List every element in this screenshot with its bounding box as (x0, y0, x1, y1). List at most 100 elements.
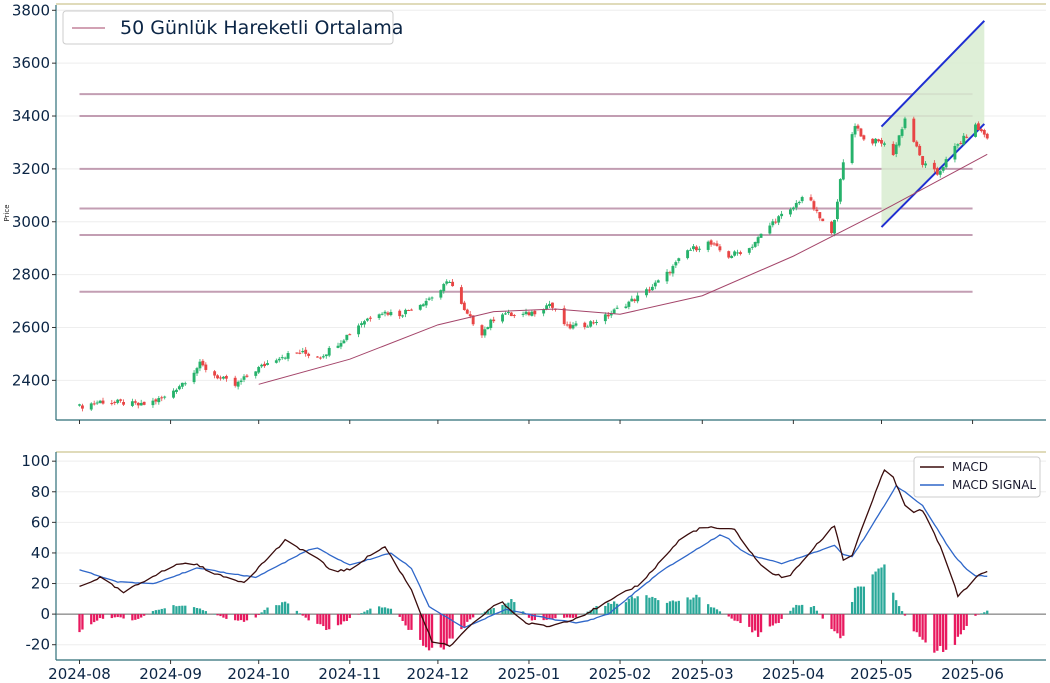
candle-body (935, 168, 939, 175)
macd-histogram-bar (204, 611, 207, 615)
candle-body (339, 343, 343, 347)
macd-histogram-bar (554, 614, 557, 619)
macd-histogram-bar (316, 614, 319, 624)
macd-y-tick-label: 60 (31, 513, 50, 531)
macd-histogram-bar (463, 614, 466, 627)
macd-histogram-bar (897, 606, 901, 615)
x-tick-label: 2024-09 (139, 665, 202, 683)
candle-body (222, 376, 225, 379)
candle-body (653, 282, 657, 287)
macd-legend-label: MACD (952, 460, 988, 474)
macd-histogram-bar (445, 614, 448, 646)
x-tick-label: 2024-12 (407, 665, 470, 683)
candle-body (956, 144, 960, 146)
macd-histogram-bar (336, 614, 340, 626)
macd-histogram-bar (181, 605, 184, 615)
price-y-tick-label: 2400 (12, 371, 50, 389)
candle-body (442, 284, 446, 292)
candle-body (172, 390, 175, 398)
candle-body (195, 368, 199, 374)
macd-histogram-bar (939, 614, 942, 646)
candle-body (812, 201, 816, 210)
candle-body (697, 248, 701, 250)
moving-average-line (258, 153, 988, 385)
macd-histogram-bar (398, 614, 401, 617)
candle-body (142, 401, 146, 405)
macd-histogram-bar (833, 614, 836, 632)
candle-body (709, 240, 713, 245)
price-legend-label: 50 Günlük Hareketli Ortalama (120, 17, 403, 39)
candle-body (630, 298, 634, 302)
macd-histogram-bar (172, 605, 175, 615)
candle-body (404, 309, 408, 315)
macd-histogram-bar (712, 607, 716, 615)
price-y-tick-label: 2800 (12, 266, 50, 284)
candle-body (788, 209, 792, 215)
candle-body (410, 309, 413, 311)
candle-body (154, 399, 158, 402)
macd-histogram-bar (592, 608, 595, 615)
candle-body (768, 225, 772, 234)
candle-body (204, 364, 208, 370)
macd-histogram-bar (595, 606, 598, 615)
candle-body (363, 321, 366, 325)
macd-histogram-bar (357, 614, 360, 615)
candle-body (871, 138, 875, 144)
candle-body (298, 352, 302, 354)
macd-histogram-bar (119, 614, 122, 618)
macd-histogram-bar (131, 614, 134, 621)
macd-histogram-bar (275, 605, 278, 615)
macd-histogram-bar (281, 602, 284, 615)
candle-body (665, 271, 669, 282)
macd-histogram-bar (533, 614, 536, 621)
macd-histogram-bar (633, 598, 636, 615)
macd-histogram-bar (665, 602, 669, 615)
macd-histogram-bar (260, 612, 263, 615)
macd-histogram-bar (748, 614, 751, 627)
macd-histogram-bar (101, 614, 105, 619)
candle-body (965, 136, 969, 138)
macd-histogram-bar (883, 564, 886, 615)
macd-histogram-bar (492, 608, 495, 615)
macd-histogram-bar (792, 607, 795, 615)
macd-histogram-bar (571, 614, 575, 618)
candle-body (759, 233, 763, 238)
macd-histogram-bar (583, 613, 586, 615)
macd-histogram-bar (944, 614, 948, 650)
macd-histogram-bar (263, 609, 266, 615)
candle-body (932, 162, 936, 170)
candle-body (941, 167, 945, 171)
candle-body (233, 377, 237, 386)
candle-body (718, 246, 722, 251)
macd-histogram-bar (771, 614, 774, 626)
macd-histogram-bar (836, 614, 839, 634)
macd-histogram-bar (842, 614, 845, 636)
x-tick-label: 2025-03 (671, 665, 734, 683)
macd-histogram-bar (266, 607, 269, 615)
candle-body (424, 300, 428, 306)
candle-body (139, 402, 143, 406)
macd-histogram-bar (116, 614, 119, 618)
macd-histogram-bar (812, 606, 816, 615)
macd-histogram-bar (510, 599, 513, 615)
macd-histogram-bar (962, 614, 965, 631)
candle-body (565, 324, 569, 326)
macd-histogram-bar (345, 614, 348, 621)
x-tick-label: 2025-05 (850, 665, 913, 683)
macd-legend-box (913, 456, 1041, 498)
macd-histogram-bar (574, 614, 578, 618)
macd-histogram-bar (219, 614, 222, 617)
candle-body (821, 218, 825, 222)
macd-histogram-bar (674, 601, 678, 615)
candle-body (213, 371, 217, 376)
candle-body (130, 401, 134, 406)
candle-body (918, 145, 922, 156)
macd-histogram-bar (278, 605, 281, 615)
candle-body (756, 237, 760, 244)
macd-histogram-bar (469, 614, 472, 620)
macd-histogram-bar (977, 614, 980, 615)
macd-histogram-bar (818, 614, 821, 615)
price-y-tick-label: 2600 (12, 318, 50, 336)
macd-histogram-bar (615, 603, 619, 615)
macd-histogram-bar (604, 605, 607, 615)
